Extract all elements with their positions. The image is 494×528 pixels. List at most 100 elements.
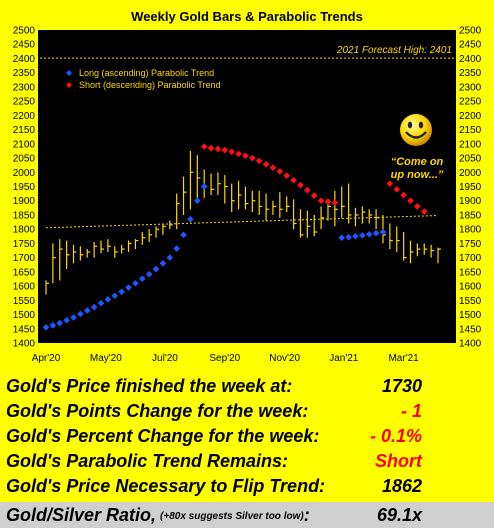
y-tick-label-right: 2150 xyxy=(459,125,482,136)
long-trend-point xyxy=(152,265,160,273)
price-bar xyxy=(114,246,118,258)
price-bar xyxy=(59,239,63,281)
short-trend-point xyxy=(297,181,304,189)
annotation-line-2: up now...” xyxy=(391,169,444,181)
x-tick-label: Jan'21 xyxy=(329,353,359,364)
price-bar xyxy=(148,229,153,242)
y-tick-label-left: 2150 xyxy=(13,125,36,136)
short-trend-point xyxy=(414,203,421,210)
long-trend-point xyxy=(97,299,105,307)
short-trend-point xyxy=(207,144,215,152)
long-trend-point xyxy=(352,232,359,240)
long-trend-point xyxy=(49,322,57,329)
y-tick-label-left: 2350 xyxy=(13,68,36,79)
price-bar xyxy=(189,150,194,210)
long-trend-point xyxy=(187,215,194,223)
long-trend-point xyxy=(173,245,180,252)
price-bar xyxy=(320,206,325,230)
short-trend-point xyxy=(310,192,318,199)
y-tick-label-right: 1950 xyxy=(459,182,482,193)
gold-silver-ratio-row: Gold/Silver Ratio, (+80x suggests Silver … xyxy=(0,502,494,528)
legend-entry: Long (ascending) Parabolic Trend xyxy=(79,68,214,78)
short-trend-point xyxy=(283,172,291,179)
y-tick-label-right: 1450 xyxy=(459,324,482,335)
x-tick-label: Mar'21 xyxy=(388,353,419,364)
y-tick-label-right: 2500 xyxy=(459,26,482,37)
price-bar xyxy=(127,240,132,252)
short-trend-point xyxy=(221,146,229,154)
price-bar xyxy=(347,183,352,224)
legend-marker xyxy=(66,82,72,88)
y-tick-label-right: 2350 xyxy=(459,68,482,79)
short-trend-point xyxy=(386,180,394,187)
price-bar xyxy=(217,172,221,196)
long-trend-point xyxy=(166,254,174,261)
price-bar xyxy=(100,240,105,254)
y-tick-label-right: 1500 xyxy=(459,310,482,321)
price-bar xyxy=(416,243,421,257)
y-tick-label-right: 1600 xyxy=(459,282,482,293)
gold-chart: Weekly Gold Bars & Parabolic Trends 1400 1… xyxy=(12,9,482,364)
ratio-label-group: Gold/Silver Ratio, (+80x suggests Silver … xyxy=(6,505,310,526)
long-trend-point xyxy=(77,310,84,318)
price-bar xyxy=(224,175,228,204)
y-tick-label-right: 1550 xyxy=(459,296,482,307)
long-trend-point xyxy=(90,303,98,311)
price-bar xyxy=(265,193,270,221)
stat-label: Gold's Price Necessary to Flip Trend: xyxy=(6,476,326,496)
stat-row-points-change: Gold's Points Change for the week: - 1 xyxy=(0,399,494,424)
price-bar xyxy=(437,247,441,264)
stat-value: - 1 xyxy=(400,401,422,421)
long-trend-point xyxy=(111,292,119,300)
y-tick-label-left: 2050 xyxy=(13,154,36,165)
long-trend-point xyxy=(159,260,167,267)
x-tick-label: Apr'20 xyxy=(32,353,61,364)
long-trend-point xyxy=(125,284,132,291)
y-tick-label-left: 1850 xyxy=(13,210,36,221)
price-bar xyxy=(272,200,276,215)
short-trend-point xyxy=(235,150,242,158)
price-bar xyxy=(86,249,91,258)
y-tick-label-left: 2450 xyxy=(13,40,36,51)
long-trend-point xyxy=(104,296,112,303)
stat-value: 1862 xyxy=(381,476,422,496)
x-tick-label: May'20 xyxy=(90,353,122,364)
long-trend-point xyxy=(193,197,201,205)
long-trend-point xyxy=(145,270,153,278)
long-trend-point xyxy=(132,279,139,287)
price-bar xyxy=(79,246,84,261)
plot-area xyxy=(38,30,456,343)
long-trend-point xyxy=(180,231,187,239)
chart-title: Weekly Gold Bars & Parabolic Trends xyxy=(131,9,363,24)
y-tick-label-left: 1700 xyxy=(13,253,36,264)
y-tick-label-left: 1450 xyxy=(13,324,36,335)
price-bar xyxy=(375,209,380,230)
price-bar xyxy=(279,192,283,218)
stat-label: Gold's Parabolic Trend Remains: xyxy=(6,451,289,471)
price-bar xyxy=(306,210,311,238)
y-tick-label-right: 1400 xyxy=(459,339,482,350)
y-tick-label-right: 2100 xyxy=(459,139,482,150)
short-trend-point xyxy=(200,143,208,150)
y-tick-label-left: 2250 xyxy=(13,97,36,108)
price-bar xyxy=(107,239,111,252)
y-tick-label-left: 1500 xyxy=(13,310,36,321)
short-trend-point xyxy=(324,198,332,205)
price-bar xyxy=(121,244,125,254)
price-bar xyxy=(423,243,428,255)
price-bar xyxy=(155,226,160,238)
annotation-line-1: “Come on xyxy=(391,156,444,168)
long-trend-point xyxy=(365,231,373,238)
short-trend-point xyxy=(393,186,401,193)
ratio-note: (+80x suggests Silver too low) xyxy=(160,511,304,522)
short-trend-point xyxy=(255,157,263,165)
price-bar xyxy=(93,241,98,258)
price-bar xyxy=(403,232,407,261)
short-trend-point xyxy=(228,148,235,156)
long-trend-point xyxy=(83,307,91,314)
y-tick-label-left: 1600 xyxy=(13,282,36,293)
y-tick-label-left: 1400 xyxy=(13,339,36,350)
y-tick-label-right: 2250 xyxy=(459,97,482,108)
short-trend-point xyxy=(262,161,270,168)
